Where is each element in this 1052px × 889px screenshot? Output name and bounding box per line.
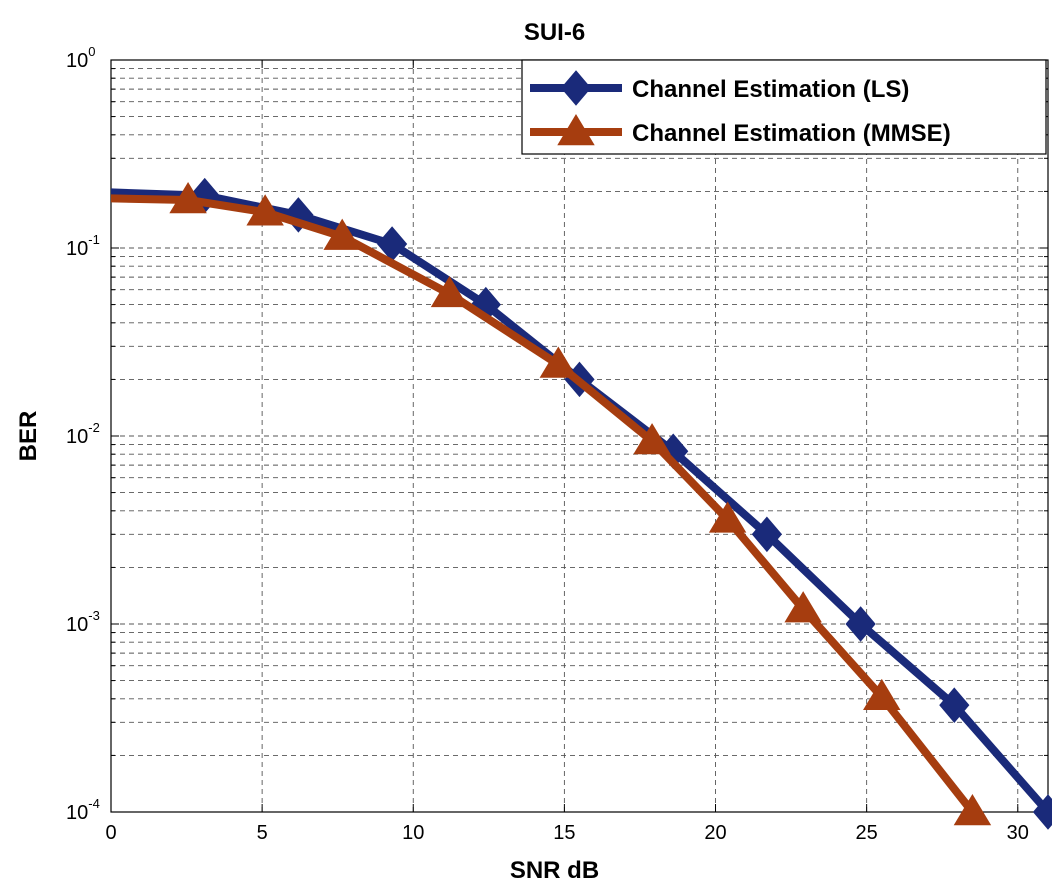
y-tick-label: 10-4 <box>66 796 100 824</box>
data-point <box>323 218 361 250</box>
data-point <box>169 182 207 214</box>
x-tick-label: 5 <box>257 822 268 844</box>
x-tick-label: 30 <box>1007 822 1029 844</box>
grid <box>111 60 1048 812</box>
legend-marker <box>560 70 592 106</box>
y-tick-label: 10-1 <box>66 232 100 260</box>
y-tick-label: 100 <box>66 44 95 72</box>
data-point <box>539 346 578 378</box>
data-point <box>784 591 822 623</box>
legend-label-mmse: Channel Estimation (MMSE) <box>632 120 951 147</box>
series <box>111 177 1052 830</box>
data-point <box>430 275 469 308</box>
legend: Channel Estimation (LS) Channel Estimati… <box>521 59 1047 155</box>
legend-label-ls: Channel Estimation (LS) <box>632 76 909 103</box>
axis-ticks: 0 5 10 15 20 25 30 100 10-1 10-2 10-3 10-4 <box>66 44 1048 844</box>
legend-box <box>521 59 1047 155</box>
data-point <box>246 194 284 226</box>
data-point <box>953 794 992 826</box>
x-tick-label: 25 <box>856 822 878 844</box>
y-axis-label: BER <box>15 411 42 462</box>
data-point <box>845 606 876 642</box>
data-point <box>751 516 783 553</box>
data-point <box>708 501 747 533</box>
x-tick-label: 10 <box>402 822 424 844</box>
x-axis-label: SNR dB <box>510 857 599 884</box>
legend-entry-ls: Channel Estimation (LS) <box>530 70 909 106</box>
data-point <box>1032 794 1052 830</box>
x-tick-label: 15 <box>553 822 575 844</box>
series-mmse <box>111 182 992 826</box>
chart-title: SUI-6 <box>524 19 585 46</box>
x-tick-label: 20 <box>704 822 726 844</box>
legend-entry-mmse: Channel Estimation (MMSE) <box>530 114 951 147</box>
x-tick-label: 0 <box>105 822 116 844</box>
data-point <box>633 423 671 455</box>
data-point <box>939 687 970 723</box>
data-point <box>863 678 901 711</box>
y-tick-label: 10-3 <box>66 608 100 636</box>
y-tick-label: 10-2 <box>66 420 100 448</box>
legend-marker <box>557 114 595 146</box>
